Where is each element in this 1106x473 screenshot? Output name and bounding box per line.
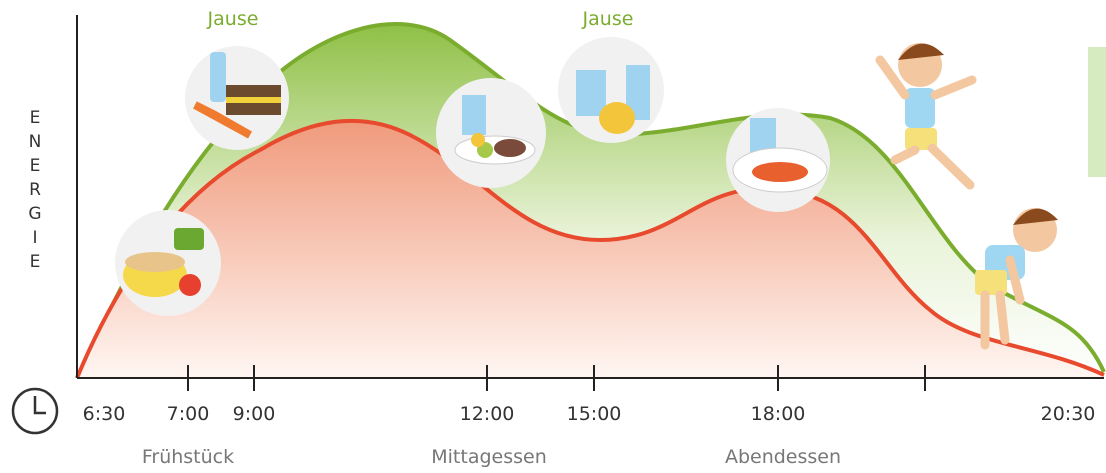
red-area: [77, 120, 1104, 379]
time-label: 7:00: [167, 403, 210, 425]
meal-label: Frühstück: [142, 446, 234, 468]
snack-label: Jause: [207, 8, 259, 30]
time-label: 20:30: [1041, 403, 1096, 425]
axes: [76, 15, 1104, 391]
meal-label: Abendessen: [725, 446, 841, 468]
y-axis-label: ENERGIE: [25, 108, 45, 276]
time-label: 6:30: [83, 403, 126, 425]
snack-label: Jause: [582, 8, 634, 30]
time-label: 12:00: [460, 403, 515, 425]
time-label: 15:00: [567, 403, 622, 425]
labels: Jause Jause 6:30 7:00 9:00 12:00 15:00 1…: [83, 8, 1096, 468]
time-label: 9:00: [233, 403, 276, 425]
kids: [875, 43, 1058, 350]
meal-label: Mittagessen: [431, 446, 547, 468]
time-label: 18:00: [751, 403, 806, 425]
curves: [75, 22, 1106, 379]
red-curve: [75, 118, 1105, 379]
legend-bar: [1088, 47, 1106, 177]
clock-icon: [11, 387, 59, 435]
food-icons: [115, 37, 830, 316]
